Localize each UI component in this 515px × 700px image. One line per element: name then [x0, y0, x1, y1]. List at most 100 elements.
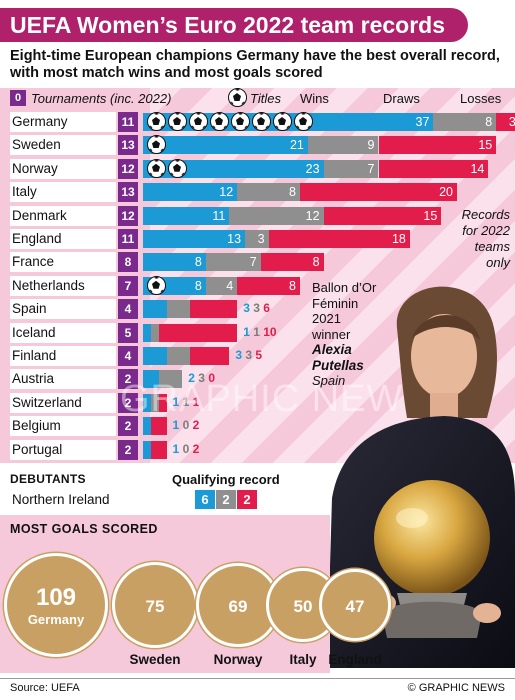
goals-bubble-england: 47	[318, 568, 392, 642]
tournaments-badge-england: 11	[118, 229, 138, 249]
team-label-england: England	[10, 229, 116, 249]
goals-team-name: Sweden	[129, 652, 181, 667]
goals-team-name: Norway	[213, 652, 263, 667]
title-football-icon	[273, 112, 292, 131]
title-football-icon	[147, 275, 166, 295]
header-losses: Losses	[460, 91, 502, 106]
losses-bar-norway: 14	[378, 159, 489, 178]
goals-value: 69	[228, 596, 248, 616]
tournaments-badge-belgium: 2	[118, 416, 138, 437]
wins-bar-italy: 12	[143, 183, 238, 202]
goals-bubble-germany: 109 Germany	[4, 553, 108, 657]
tournaments-badge-norway: 12	[118, 158, 138, 179]
records-note: Records for 2022 teams only	[461, 207, 510, 270]
tournaments-badge-switzerland: 2	[118, 392, 138, 413]
draws-bar-finland	[166, 347, 191, 365]
draws-bar-norway: 7	[323, 159, 379, 178]
footer	[0, 678, 515, 700]
team-label-austria: Austria	[10, 369, 116, 390]
ballon-line1: Ballon d’Or	[312, 280, 377, 295]
team-label-sweden: Sweden	[10, 135, 116, 156]
header-badge: 0	[10, 90, 26, 106]
values-switzerland: 1 1 1	[172, 394, 200, 409]
wins-bar-england: 13	[143, 230, 246, 248]
goals-value: 75	[145, 596, 165, 616]
ballon-dor-caption: Ballon d’Or Féminin 2021 winner Alexia P…	[312, 280, 422, 389]
title-football-icon	[231, 112, 250, 131]
losses-bar-denmark: 15	[323, 206, 442, 225]
title-football-icon	[294, 112, 313, 131]
ballon-line4: winner	[312, 326, 351, 342]
tournaments-badge-netherlands: 7	[118, 275, 138, 296]
losses-bar-finland	[190, 347, 230, 365]
wins-bar-sweden: 21	[143, 136, 308, 155]
title-football-icon	[210, 112, 229, 131]
goals-value: 109	[35, 584, 77, 611]
draws-bar-germany: 8	[433, 113, 497, 131]
wins-bar-switzerland	[143, 393, 151, 412]
header-tournaments: Tournaments (inc. 2022)	[31, 91, 172, 106]
title-football-icon	[147, 112, 166, 131]
draws-bar-iceland	[150, 323, 159, 342]
losses-bar-switzerland	[158, 393, 167, 412]
debutant-team: Northern Ireland	[10, 490, 180, 509]
goals-team-name: Italy	[289, 652, 317, 667]
draws-bar-england: 3	[245, 230, 269, 248]
tournaments-badge-france: 8	[118, 252, 138, 273]
football-icon	[228, 88, 247, 107]
page-title: UEFA Women’s Euro 2022 team records	[10, 12, 446, 38]
wins-bar-norway: 23	[143, 159, 324, 178]
values-austria: 2 3 0	[188, 371, 215, 386]
debut-losses: 2	[237, 490, 257, 509]
values-spain: 3 3 6	[243, 301, 270, 316]
draws-bar-sweden: 9	[307, 136, 379, 155]
losses-bar-belgium	[150, 417, 167, 436]
watermark: GRAPHIC NEWS	[120, 378, 430, 420]
team-label-iceland: Iceland	[10, 322, 116, 343]
goals-value: 47	[345, 596, 365, 616]
draws-bar-france: 7	[205, 253, 261, 272]
losses-bar-france: 8	[260, 253, 324, 272]
tournaments-badge-iceland: 5	[118, 322, 138, 343]
losses-bar-portugal	[150, 440, 167, 459]
team-label-portugal: Portugal	[10, 439, 116, 460]
values-portugal: 1 0 2	[172, 441, 200, 456]
team-label-finland: Finland	[10, 346, 116, 366]
player-last-name: Putellas	[312, 357, 364, 373]
team-label-denmark: Denmark	[10, 205, 116, 226]
tournaments-badge-finland: 4	[118, 346, 138, 366]
team-label-france: France	[10, 252, 116, 273]
header-draws: Draws	[383, 91, 420, 106]
credit: © GRAPHIC NEWS	[407, 682, 505, 694]
goals-bubble-sweden: 75	[111, 561, 199, 649]
draws-bar-italy: 8	[237, 183, 300, 202]
team-label-switzerland: Switzerland	[10, 392, 116, 413]
losses-bar-sweden: 15	[378, 136, 497, 155]
debut-draws: 2	[216, 490, 236, 509]
draws-bar-switzerland	[150, 393, 159, 412]
team-label-germany: Germany	[10, 112, 116, 132]
losses-bar-italy: 20	[300, 183, 457, 202]
wins-bar-spain	[143, 300, 167, 319]
team-label-spain: Spain	[10, 299, 116, 320]
tournaments-badge-sweden: 13	[118, 135, 138, 156]
team-label-netherlands: Netherlands	[10, 275, 116, 296]
draws-bar-spain	[166, 300, 191, 319]
player-country: Spain	[312, 373, 346, 388]
subtitle: Eight-time European champions Germany ha…	[10, 48, 500, 81]
ballon-line2: Féminin	[312, 295, 359, 311]
player-first-name: Alexia	[312, 342, 352, 357]
title-bar: UEFA Women’s Euro 2022 team records	[0, 8, 468, 42]
debutants-label: Debutants	[10, 472, 86, 486]
title-football-icon	[189, 112, 208, 131]
tournaments-badge-austria: 2	[118, 369, 138, 390]
losses-bar-germany: 3	[496, 113, 515, 131]
losses-bar-netherlands: 8	[237, 276, 300, 295]
tournaments-badge-italy: 13	[118, 182, 138, 203]
title-football-icon	[147, 158, 166, 178]
values-finland: 3 3 5	[235, 348, 263, 362]
title-football-icon	[168, 112, 187, 131]
header-titles: Titles	[250, 91, 281, 106]
team-label-italy: Italy	[10, 182, 116, 203]
tournaments-badge-denmark: 12	[118, 205, 138, 226]
